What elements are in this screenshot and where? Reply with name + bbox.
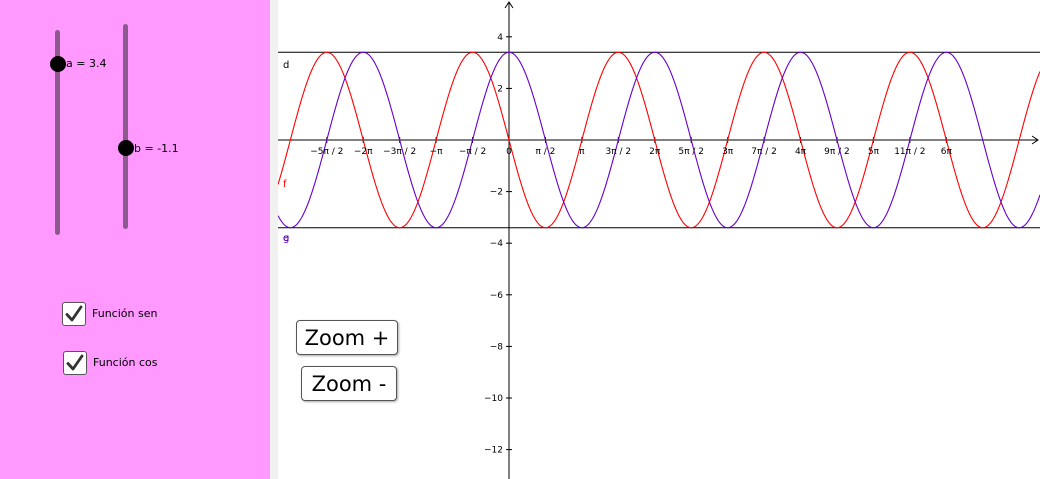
checkbox-cos-label: Función cos [93,356,158,369]
x-tick-label: 3π [722,147,734,157]
y-tick-label: −10 [484,394,503,404]
x-tick-label: −2π [354,147,373,157]
y-tick-label: −6 [490,291,504,301]
y-tick-label: 4 [497,33,503,43]
y-axis-arrow [504,1,514,9]
x-tick-label: −π / 2 [459,147,486,157]
y-tick-label: −12 [484,446,503,456]
curve-f-sin [278,51,1040,229]
label-g: g [283,233,289,244]
x-tick-label: 11π / 2 [894,147,925,157]
x-tick-label: 4π [795,147,807,157]
x-tick-label: −3π / 2 [383,147,416,157]
zoom-in-button[interactable]: Zoom + [296,320,398,355]
label-e: e [283,233,289,244]
y-tick-label: −2 [490,188,503,198]
x-tick-label: 2π [649,147,661,157]
slider-a-label: a = 3.4 [66,57,107,70]
zoom-out-button[interactable]: Zoom - [301,366,397,401]
y-tick-label: 2 [497,84,503,94]
x-tick-label: 3π / 2 [606,147,632,157]
x-tick-label: 5π / 2 [678,147,704,157]
x-tick-label: 9π / 2 [824,147,850,157]
graphics-view[interactable]: −5π / 2 −2π −3π / 2 −π −π / 2 0 π / 2 π 3π / 2 2π… [278,0,1040,479]
y-tick-label: −8 [490,342,504,352]
check-icon [65,305,83,322]
slider-b-label: b = -1.1 [134,142,179,155]
x-tick-label: π / 2 [535,147,555,157]
checkbox-sin-label: Función sen [92,307,158,320]
label-d: d [283,60,289,71]
x-tick-label: 6π [941,147,953,157]
x-tick-label: −5π / 2 [310,147,343,157]
x-tick-label: 5π [868,147,880,157]
y-tick-label: −4 [490,239,504,249]
checkbox-cos[interactable] [63,351,87,375]
slider-b-track[interactable] [123,24,128,229]
control-panel: a = 3.4 b = -1.1 Función sen Función cos [0,0,270,479]
slider-a-knob[interactable] [50,56,66,72]
check-icon [66,354,84,371]
label-f: f [283,179,287,190]
x-axis-arrow [1031,135,1039,145]
slider-a-track[interactable] [55,30,60,235]
checkbox-sin[interactable] [62,302,86,326]
curve-g-cos [278,51,1040,229]
x-tick-label: 0 [506,147,512,157]
x-tick-label: π [579,147,585,157]
x-tick-label: −π [430,147,444,157]
panel-divider [270,0,278,479]
slider-b-knob[interactable] [118,140,134,156]
x-tick-label: 7π / 2 [751,147,777,157]
